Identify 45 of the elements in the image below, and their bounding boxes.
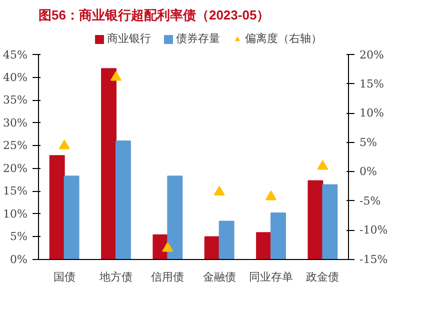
y2-tick-label: 5% xyxy=(360,136,377,149)
x-tick-label: 同业存单 xyxy=(249,270,293,284)
point xyxy=(162,242,174,252)
y2-tick-label: 15% xyxy=(360,77,384,90)
y2-tick-label: -5% xyxy=(360,194,381,208)
x-tick-label: 地方债 xyxy=(98,270,132,284)
y-tick-label: 25% xyxy=(3,139,28,152)
chart-title: 图56：商业银行超配利率债（2023-05） xyxy=(38,8,270,22)
bar xyxy=(167,176,183,260)
y-tick-label: 35% xyxy=(3,94,28,107)
x-tick-label: 国债 xyxy=(53,270,76,284)
bar xyxy=(322,184,338,260)
point xyxy=(58,140,70,150)
y-tick-label: 15% xyxy=(3,184,28,198)
y-tick-label: 20% xyxy=(3,162,28,175)
y-tick-label: 0% xyxy=(10,253,28,266)
point xyxy=(317,160,328,170)
y2-tick-label: 0% xyxy=(360,165,377,178)
legend-label: 债券存量 xyxy=(176,32,220,46)
bar xyxy=(101,68,116,260)
bar xyxy=(256,232,272,260)
y2-tick-label: -15% xyxy=(360,253,388,266)
bar xyxy=(49,155,65,260)
point xyxy=(214,186,225,196)
x-tick-label: 信用债 xyxy=(151,270,184,284)
y-tick-label: 10% xyxy=(3,207,28,220)
y-tick-label: 30% xyxy=(3,116,28,130)
y2-tick-label: 10% xyxy=(360,106,384,120)
y-tick-label: 40% xyxy=(3,70,28,84)
bar xyxy=(308,180,324,260)
legend-label: 偏离度（右轴） xyxy=(245,32,322,46)
bar xyxy=(204,236,220,260)
x-tick-label: 政金债 xyxy=(306,270,340,284)
point xyxy=(110,71,122,81)
bar xyxy=(64,176,80,260)
point xyxy=(266,190,276,200)
bar xyxy=(218,220,234,260)
y-tick-label: 45% xyxy=(3,48,28,62)
y2-tick-label: -10% xyxy=(360,224,388,237)
bar xyxy=(116,140,131,260)
x-tick-label: 金融债 xyxy=(202,270,236,284)
bar xyxy=(270,212,286,260)
y2-tick-label: 20% xyxy=(360,48,384,62)
y-tick-label: 5% xyxy=(10,230,28,244)
legend-label: 商业银行 xyxy=(107,32,151,46)
